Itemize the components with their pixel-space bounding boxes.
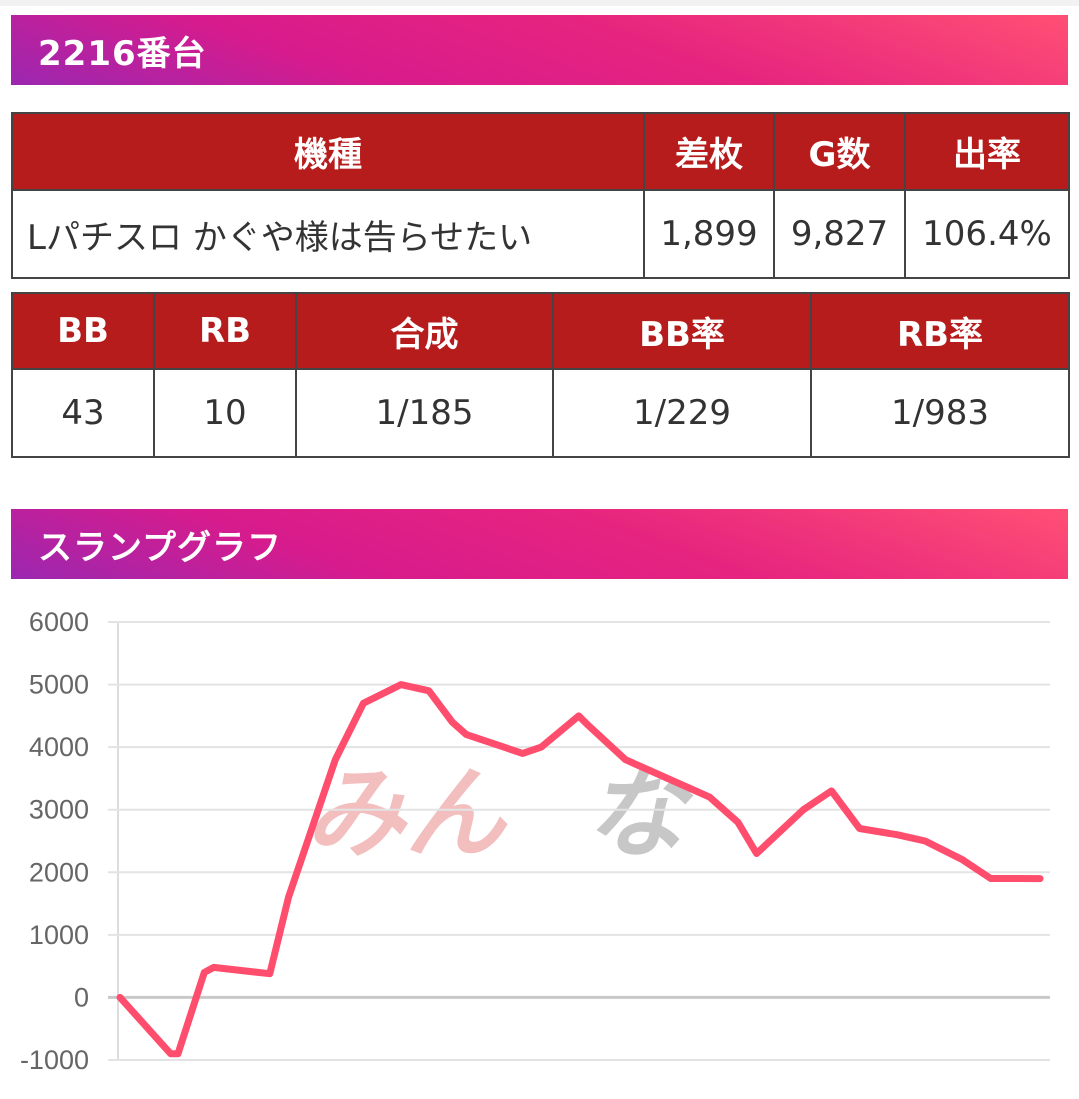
difference-value: 1,899 <box>643 189 775 279</box>
bb-count: 43 <box>11 368 155 458</box>
games-value: 9,827 <box>773 189 906 279</box>
summary-header-row: 機種 差枚 G数 出率 <box>11 112 1070 191</box>
bb-rate: 1/229 <box>552 368 812 458</box>
slump-graph: みん な 6000 5000 4000 3000 2000 1000 0 -1000 <box>20 607 1050 1075</box>
y-tick-label: 2000 <box>29 857 89 887</box>
watermark-logo: みん な <box>305 755 694 872</box>
y-tick-label: 1000 <box>29 920 89 950</box>
graph-grid <box>108 621 1050 1061</box>
y-tick-label: 5000 <box>29 670 89 700</box>
y-tick-label: 4000 <box>29 732 89 762</box>
y-tick-label: 0 <box>74 982 89 1012</box>
header-rb: RB <box>153 292 297 370</box>
bonus-header-row: BB RB 合成 BB率 RB率 <box>11 292 1070 370</box>
top-divider <box>0 0 1079 6</box>
header-difference: 差枚 <box>643 112 775 191</box>
header-rb-rate: RB率 <box>810 292 1070 370</box>
y-axis: 6000 5000 4000 3000 2000 1000 0 -1000 <box>20 607 89 1075</box>
y-tick-label: 3000 <box>29 795 89 825</box>
watermark-text-left: みん <box>305 755 508 872</box>
bonus-table: BB RB 合成 BB率 RB率 43 10 1/185 1/229 1/983 <box>11 292 1070 458</box>
header-bb-rate: BB率 <box>552 292 812 370</box>
machine-number-header: 2216番台 <box>11 15 1068 85</box>
watermark-text-right: な <box>585 755 694 872</box>
header-bb: BB <box>11 292 155 370</box>
header-payout: 出率 <box>904 112 1070 191</box>
rb-rate: 1/983 <box>810 368 1070 458</box>
y-tick-label: -1000 <box>20 1045 89 1075</box>
graph-series <box>116 681 1044 1058</box>
machine-name: Lパチスロ かぐや様は告らせたい <box>11 189 645 279</box>
header-machine: 機種 <box>11 112 645 191</box>
header-games: G数 <box>773 112 906 191</box>
payout-value: 106.4% <box>904 189 1070 279</box>
rb-count: 10 <box>153 368 297 458</box>
summary-table: 機種 差枚 G数 出率 Lパチスロ かぐや様は告らせたい 1,899 9,827… <box>11 112 1070 279</box>
slump-line <box>116 681 1044 1058</box>
y-tick-label: 6000 <box>29 607 89 637</box>
header-combined: 合成 <box>295 292 554 370</box>
combined-rate: 1/185 <box>295 368 554 458</box>
slump-graph-title: スランプグラフ <box>38 527 282 568</box>
slump-graph-header: スランプグラフ <box>11 509 1068 579</box>
summary-data-row: Lパチスロ かぐや様は告らせたい 1,899 9,827 106.4% <box>11 189 1070 279</box>
machine-number-title: 2216番台 <box>38 33 207 74</box>
bonus-data-row: 43 10 1/185 1/229 1/983 <box>11 368 1070 458</box>
